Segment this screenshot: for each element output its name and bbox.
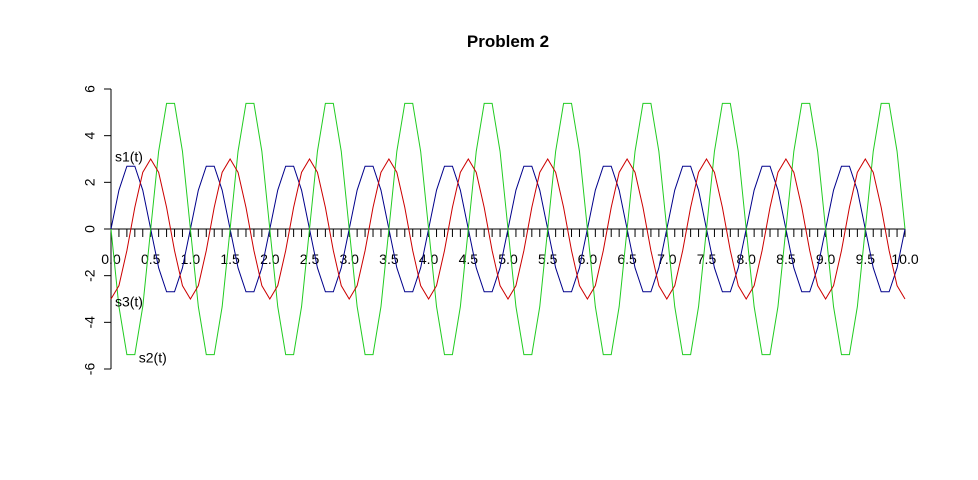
y-tick-label: 4 [82,132,98,140]
series-label-2: s2(t) [139,349,167,365]
series-label-1: s1(t) [115,149,143,165]
series-labels: s1(t) s2(t) s3(t) [115,149,167,366]
x-tick-label: 0.0 [101,251,121,267]
series-label-3: s3(t) [115,293,143,309]
y-tick-label: 6 [82,85,98,93]
y-tick-label: 0 [82,225,98,233]
series-lines [110,102,906,356]
series-line-3 [110,158,906,300]
chart-title: Problem 2 [467,32,549,51]
y-tick-label: 2 [82,178,98,186]
x-tick-label: 10.0 [891,251,918,267]
y-tick-label: -2 [82,269,98,282]
y-tick-label: -6 [82,363,98,376]
y-axis: -6 -4 -2 0 2 4 6 [82,85,112,376]
y-tick-label: -4 [82,316,98,329]
series-line-2 [110,102,906,356]
